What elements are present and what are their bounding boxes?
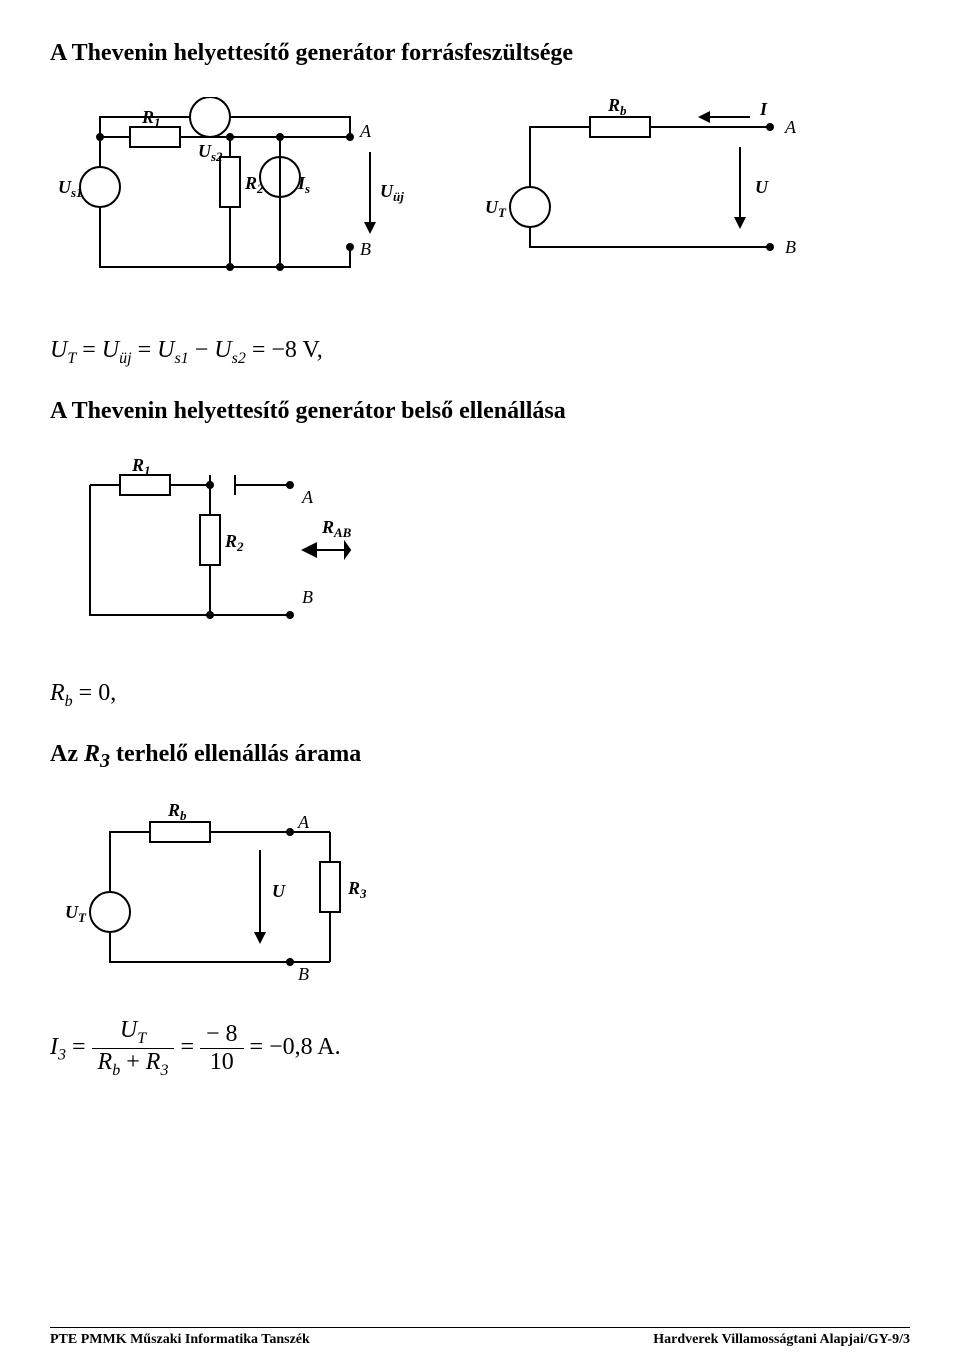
svg-text:UT: UT [65,902,87,925]
svg-text:R1: R1 [141,107,161,130]
svg-text:R2: R2 [244,173,264,196]
svg-text:B: B [785,237,796,257]
svg-text:A: A [301,487,314,507]
svg-text:Rb: Rb [607,97,627,118]
svg-text:Us1: Us1 [58,177,83,200]
svg-text:B: B [360,239,371,259]
svg-text:R1: R1 [131,455,151,478]
svg-text:Us2: Us2 [198,141,223,164]
circuit-diagram-3: R1 R2 A B RAB [50,455,370,655]
circuit-diagram-2: UT Rb I A B U [470,97,830,277]
svg-text:R2: R2 [224,531,244,554]
svg-text:I: I [759,99,768,119]
section-2-title: A Thevenin helyettesítő generátor belső … [50,398,910,425]
footer-right: Hardverek Villamosságtani Alapjai/GY-9/3 [653,1332,910,1348]
svg-text:B: B [302,587,313,607]
svg-text:U: U [755,177,769,197]
circuit-diagram-4: UT Rb U A B R3 [50,802,390,992]
page-footer: PTE PMMK Műszaki Informatika Tanszék Har… [50,1327,910,1348]
svg-text:U: U [272,881,286,901]
svg-text:UT: UT [485,197,507,220]
equation-i3: I3 = UT Rb + R3 = − 8 10 = −0,8 A. [50,1017,910,1080]
footer-left: PTE PMMK Műszaki Informatika Tanszék [50,1332,310,1348]
page-title: A Thevenin helyettesítő generátor forrás… [50,40,910,67]
svg-text:A: A [784,117,797,137]
diagram-row-1: Us1 R1 Us2 R2 Is A B Uüj UT Rb [50,97,910,307]
equation-rb: Rb = 0, [50,680,910,711]
svg-text:Is: Is [297,173,310,196]
section-3-title: Az R3 terhelő ellenállás árama [50,741,910,773]
svg-text:R3: R3 [347,878,367,901]
svg-text:A: A [359,121,372,141]
svg-text:B: B [298,964,309,984]
svg-text:RAB: RAB [321,517,352,540]
circuit-diagram-1: Us1 R1 Us2 R2 Is A B Uüj [50,97,410,307]
svg-text:Rb: Rb [167,802,187,823]
svg-text:A: A [297,812,310,832]
svg-text:Uüj: Uüj [380,181,404,204]
equation-ut: UT = Uüj = Us1 − Us2 = −8 V, [50,337,910,368]
